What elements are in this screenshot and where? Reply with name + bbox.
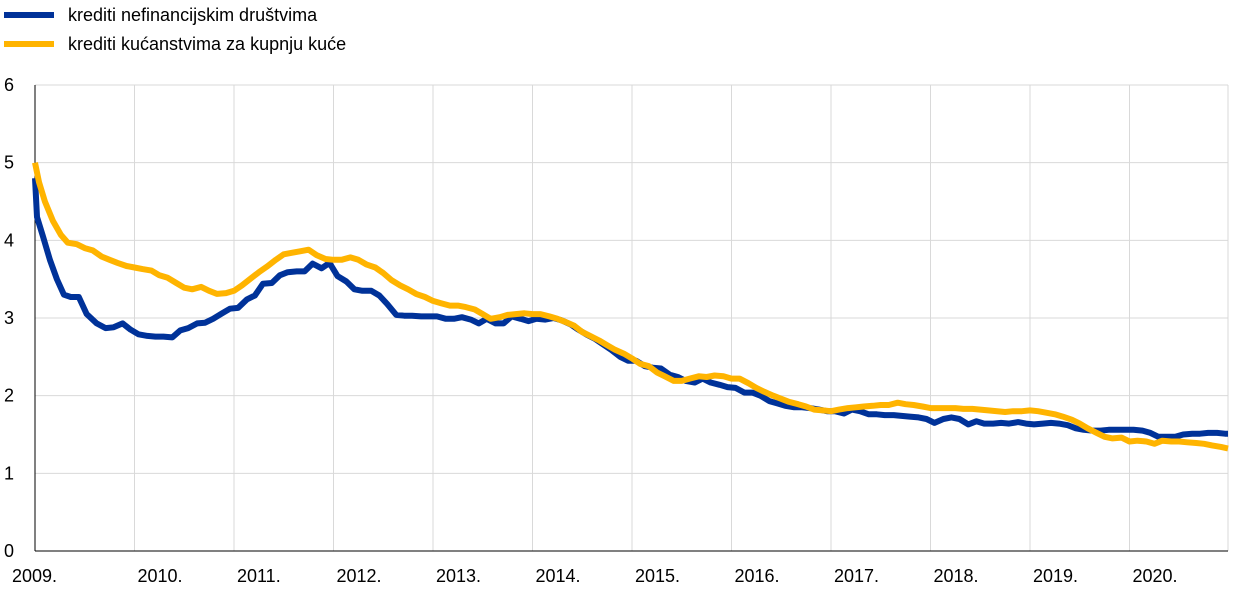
x-tick-label: 2016. <box>734 566 779 586</box>
legend-label-housing: krediti kućanstvima za kupnju kuće <box>68 34 347 54</box>
x-tick-label: 2020. <box>1132 566 1177 586</box>
x-tick-label: 2015. <box>635 566 680 586</box>
series-line-housing <box>32 162 1229 452</box>
x-tick-label: 2009. <box>12 566 57 586</box>
x-tick-label: 2018. <box>933 566 978 586</box>
y-tick-label: 4 <box>4 230 14 250</box>
legend-swatch-nonfinancial <box>4 12 54 18</box>
legend-swatch-housing <box>4 41 54 47</box>
x-tick-label: 2012. <box>336 566 381 586</box>
x-tick-label: 2014. <box>535 566 580 586</box>
y-tick-label: 3 <box>4 308 14 328</box>
legend-label-nonfinancial: krediti nefinancijskim društvima <box>68 5 318 25</box>
y-tick-label: 1 <box>4 463 14 483</box>
y-tick-label: 5 <box>4 153 14 173</box>
x-tick-label: 2013. <box>436 566 481 586</box>
y-tick-label: 2 <box>4 386 14 406</box>
x-tick-label: 2010. <box>137 566 182 586</box>
x-tick-label: 2019. <box>1033 566 1078 586</box>
x-tick-label: 2017. <box>834 566 879 586</box>
y-tick-label: 0 <box>4 541 14 561</box>
y-tick-label: 6 <box>4 75 14 95</box>
series-line-nonfinancial <box>32 178 1228 440</box>
x-tick-label: 2011. <box>237 566 281 586</box>
